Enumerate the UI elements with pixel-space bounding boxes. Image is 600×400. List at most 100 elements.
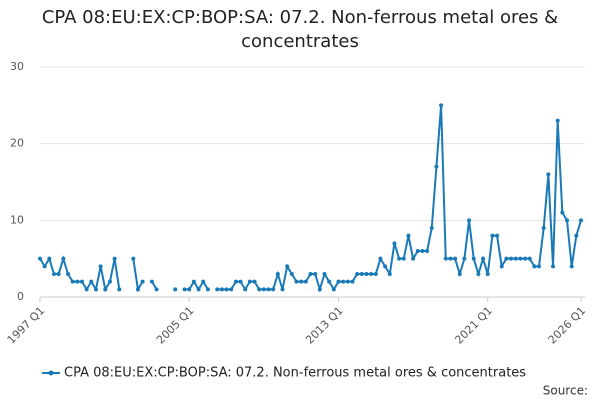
data-point: [439, 103, 444, 108]
x-tick-label: 2021 Q1: [452, 304, 495, 347]
data-point: [327, 279, 332, 284]
data-point: [205, 287, 210, 292]
data-point: [434, 164, 439, 169]
data-point: [415, 249, 420, 253]
x-tick-label: 2026 Q1: [546, 304, 589, 347]
data-point: [131, 256, 136, 261]
data-point: [476, 272, 481, 276]
data-point: [261, 287, 266, 292]
data-point: [135, 287, 140, 292]
data-point: [378, 256, 383, 261]
data-point: [532, 264, 537, 269]
data-point: [509, 256, 514, 261]
data-point: [364, 272, 369, 276]
data-point: [537, 264, 542, 269]
data-point: [299, 279, 304, 284]
series-line: [39, 105, 582, 293]
data-point: [406, 233, 411, 238]
data-point: [38, 256, 42, 261]
data-point: [191, 279, 196, 284]
data-point: [481, 256, 486, 261]
data-point: [359, 272, 364, 276]
data-point: [373, 272, 378, 276]
data-point: [257, 287, 262, 292]
data-point: [215, 287, 220, 292]
data-point: [490, 233, 495, 238]
data-point: [56, 272, 61, 276]
data-point: [495, 233, 500, 238]
data-point: [47, 256, 52, 261]
source-label: Source:: [543, 384, 588, 398]
data-point: [229, 287, 234, 292]
data-point: [579, 218, 583, 223]
data-point: [429, 226, 434, 230]
data-point: [149, 279, 154, 284]
data-point: [243, 287, 248, 292]
data-point: [411, 256, 416, 261]
data-point: [173, 287, 178, 292]
data-point: [485, 272, 490, 276]
data-point: [341, 279, 346, 284]
data-point: [224, 287, 229, 292]
data-point: [84, 287, 89, 292]
data-point: [252, 279, 257, 284]
data-point: [112, 256, 117, 261]
data-point: [103, 287, 108, 292]
data-point: [448, 256, 453, 261]
data-point: [154, 287, 159, 292]
x-tick-label: 1997 Q1: [5, 304, 48, 347]
legend-label: CPA 08:EU:EX:CP:BOP:SA: 07.2. Non-ferrou…: [64, 366, 526, 381]
data-point: [546, 172, 551, 177]
data-point: [219, 287, 224, 292]
data-point: [518, 256, 523, 261]
data-point: [560, 210, 565, 215]
data-point: [555, 118, 560, 123]
data-point: [233, 279, 238, 284]
data-point: [383, 264, 388, 269]
data-point: [280, 287, 285, 292]
data-point: [453, 256, 458, 261]
data-point: [285, 264, 290, 269]
data-point: [369, 272, 374, 276]
data-point: [569, 264, 574, 269]
data-point: [51, 272, 56, 276]
data-point: [275, 272, 280, 276]
data-point: [187, 287, 192, 292]
data-point: [70, 279, 75, 284]
data-point: [117, 287, 122, 292]
data-point: [75, 279, 80, 284]
data-point: [107, 279, 112, 284]
data-point: [322, 272, 327, 276]
data-point: [42, 264, 47, 269]
data-point: [467, 218, 472, 223]
data-point: [499, 264, 504, 269]
data-point: [523, 256, 528, 261]
data-point: [462, 256, 467, 261]
data-point: [504, 256, 509, 261]
data-point: [574, 233, 579, 238]
data-point: [392, 241, 397, 246]
data-point: [387, 272, 392, 276]
data-point: [271, 287, 276, 292]
data-point: [238, 279, 243, 284]
chart-title: CPA 08:EU:EX:CP:BOP:SA: 07.2. Non-ferrou…: [41, 7, 559, 52]
data-point: [565, 218, 570, 223]
x-tick-label: 2005 Q1: [154, 304, 197, 347]
data-point: [182, 287, 187, 292]
data-point: [317, 287, 322, 292]
data-point: [425, 249, 430, 253]
y-tick-label: 30: [10, 60, 24, 73]
data-point: [513, 256, 518, 261]
data-point: [65, 272, 70, 276]
data-point: [355, 272, 360, 276]
data-point: [527, 256, 532, 261]
legend-marker: [48, 370, 54, 376]
y-tick-label: 20: [10, 137, 24, 150]
data-point: [294, 279, 299, 284]
data-point: [345, 279, 350, 284]
data-point: [196, 287, 201, 292]
data-point: [331, 287, 336, 292]
data-point: [289, 272, 294, 276]
